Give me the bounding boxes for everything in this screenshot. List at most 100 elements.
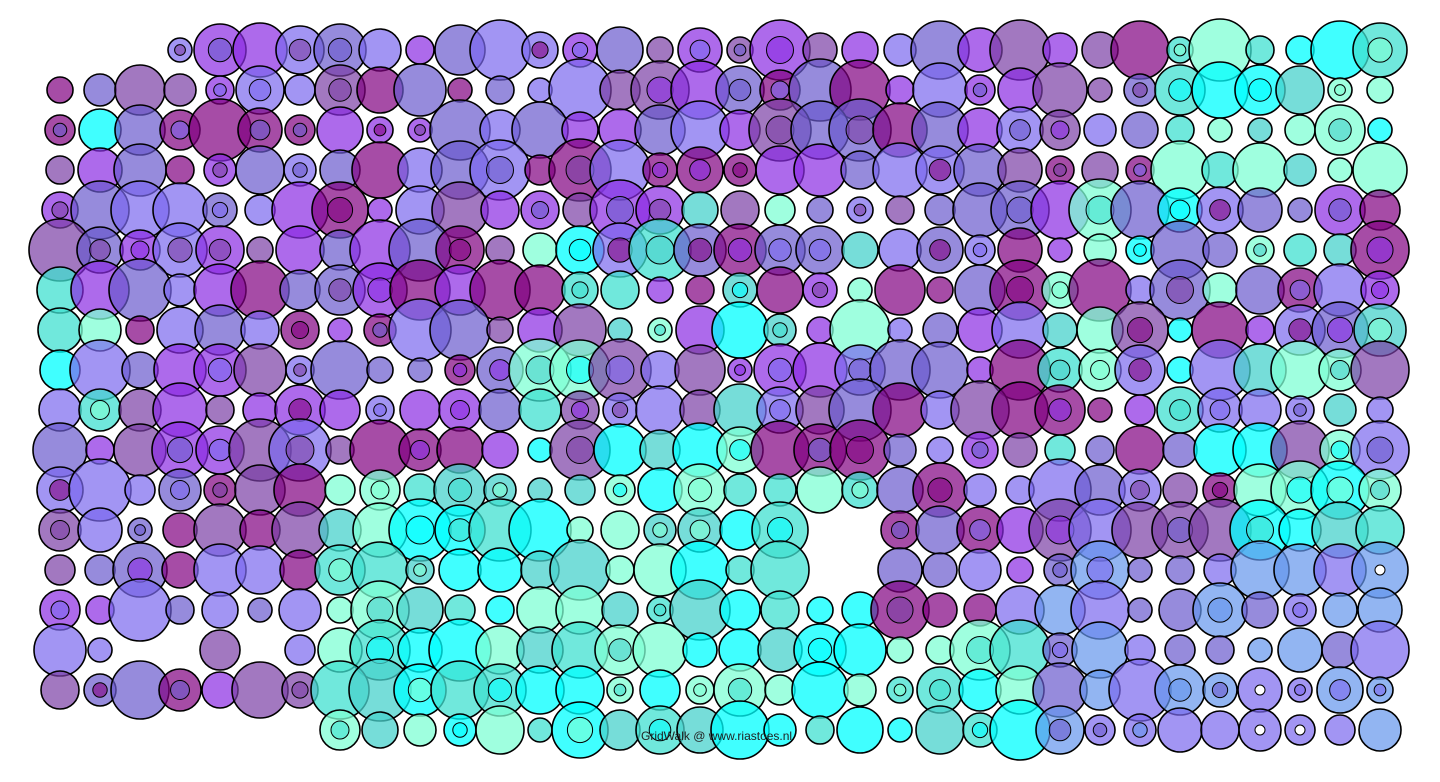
grid-circle-inner	[53, 123, 67, 137]
grid-circle	[1285, 115, 1315, 145]
grid-circle-inner	[728, 678, 751, 701]
grid-circle-inner	[1210, 400, 1230, 420]
grid-circle	[279, 589, 321, 631]
grid-circle	[1328, 158, 1352, 182]
grid-circle	[34, 624, 86, 676]
grid-circle-inner	[767, 37, 794, 64]
grid-circle	[163, 513, 197, 547]
grid-circle	[1088, 78, 1112, 102]
grid-circle	[765, 195, 795, 225]
grid-circle	[280, 270, 320, 310]
grid-circle-inner	[93, 683, 107, 697]
grid-circle	[327, 597, 353, 623]
grid-circle	[126, 316, 154, 344]
grid-circle-inner	[1049, 719, 1071, 741]
grid-circle-inner	[213, 483, 227, 497]
grid-circle	[597, 27, 643, 73]
grid-circle	[927, 277, 953, 303]
grid-circle-inner	[929, 159, 951, 181]
grid-circle-inner	[854, 204, 866, 216]
grid-circle	[519, 389, 561, 431]
grid-circle	[1208, 118, 1232, 142]
grid-circle	[1276, 66, 1324, 114]
grid-circle	[1163, 433, 1197, 467]
grid-dot	[1255, 725, 1265, 735]
grid-circle-inner	[171, 481, 190, 500]
grid-circle	[806, 716, 834, 744]
grid-circle	[761, 591, 799, 629]
grid-circle-inner	[812, 282, 827, 297]
grid-circle-inner	[887, 597, 913, 623]
grid-circle-inner	[175, 45, 186, 56]
grid-circle	[884, 434, 916, 466]
grid-circle	[886, 76, 914, 104]
grid-dot	[1255, 685, 1265, 695]
grid-circle	[792, 662, 848, 718]
grid-circle	[1353, 143, 1407, 197]
grid-circle-inner	[293, 123, 307, 137]
grid-circle-inner	[1007, 197, 1033, 223]
grid-circle-inner	[771, 81, 789, 99]
grid-circle	[916, 706, 964, 754]
grid-circle-inner	[292, 682, 308, 698]
grid-circle	[439, 549, 481, 591]
grid-circle	[1166, 556, 1194, 584]
grid-circle-inner	[688, 238, 711, 261]
grid-circle	[478, 548, 522, 592]
grid-circle-inner	[52, 202, 68, 218]
grid-circle	[925, 195, 955, 225]
grid-circle	[1359, 709, 1401, 751]
grid-circle	[479, 389, 521, 431]
grid-circle-inner	[209, 239, 231, 261]
grid-circle	[1086, 436, 1114, 464]
grid-circle-inner	[1329, 119, 1352, 142]
grid-circle-inner	[690, 160, 711, 181]
grid-circle	[1203, 233, 1237, 267]
grid-circle	[1116, 426, 1164, 474]
grid-circle	[842, 232, 878, 268]
grid-circle-inner	[1295, 685, 1306, 696]
grid-circle	[1128, 558, 1152, 582]
grid-circle	[1236, 266, 1284, 314]
grid-circle	[1278, 628, 1322, 672]
grid-circle-inner	[572, 42, 587, 57]
grid-circle-inner	[1134, 164, 1147, 177]
grid-circle-inner	[607, 197, 634, 224]
grid-circle	[482, 432, 518, 468]
grid-circle	[636, 386, 684, 434]
grid-circle	[523, 233, 557, 267]
grid-circle	[368, 198, 392, 222]
grid-circle	[328, 318, 352, 342]
grid-circle	[1168, 318, 1192, 342]
grid-circle-inner	[131, 241, 149, 259]
grid-circle-inner	[1367, 437, 1393, 463]
grid-circle-inner	[451, 401, 470, 420]
grid-circle-inner	[571, 401, 588, 418]
grid-circle-inner	[1367, 237, 1393, 263]
grid-circle	[837, 707, 883, 753]
grid-circle-inner	[847, 437, 874, 464]
grid-circle-inner	[368, 278, 392, 302]
grid-circle-inner	[1247, 517, 1274, 544]
grid-circle-inner	[1086, 196, 1114, 224]
grid-circle	[794, 144, 846, 196]
grid-circle	[88, 638, 112, 662]
grid-circle-inner	[532, 42, 548, 58]
grid-circle	[807, 317, 833, 343]
grid-circle-inner	[1212, 682, 1227, 697]
grid-circle	[109, 259, 171, 321]
grid-circle-inner	[1054, 164, 1067, 177]
grid-circle	[285, 635, 315, 665]
grid-circle	[1288, 198, 1312, 222]
grid-circle-inner	[930, 240, 951, 261]
grid-circle	[247, 237, 273, 263]
grid-circle	[848, 278, 872, 302]
grid-circle	[757, 267, 803, 313]
grid-circle-inner	[1289, 319, 1312, 342]
grid-circle-inner	[973, 243, 987, 257]
grid-circle-inner	[453, 723, 467, 737]
grid-circle-inner	[653, 523, 667, 537]
grid-circle	[109, 579, 171, 641]
grid-circle-inner	[1327, 477, 1353, 503]
grid-circle	[606, 556, 634, 584]
